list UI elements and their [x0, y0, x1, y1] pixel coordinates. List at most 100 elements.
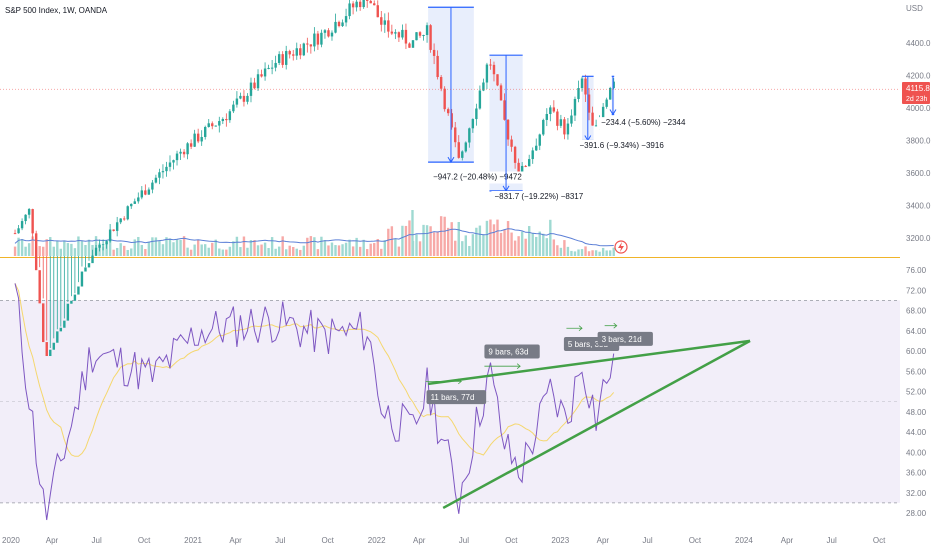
candle[interactable] [594, 119, 598, 127]
candle[interactable] [612, 78, 615, 90]
candle[interactable] [443, 86, 446, 112]
candle[interactable] [425, 22, 429, 43]
candle[interactable] [263, 62, 267, 81]
candle[interactable] [401, 24, 404, 40]
candle[interactable] [172, 159, 175, 170]
candle[interactable] [446, 107, 450, 116]
candle[interactable] [218, 116, 221, 133]
candle[interactable] [189, 139, 193, 150]
candle[interactable] [369, 0, 372, 4]
candle[interactable] [390, 24, 394, 36]
candle[interactable] [432, 43, 436, 65]
candle[interactable] [439, 75, 443, 92]
candle[interactable] [115, 216, 119, 237]
candle[interactable] [285, 45, 288, 70]
candle[interactable] [506, 118, 510, 146]
candle[interactable] [207, 119, 210, 128]
candle[interactable] [20, 218, 24, 231]
trendlines[interactable] [427, 339, 751, 510]
candle[interactable] [211, 121, 214, 130]
candle[interactable] [422, 34, 425, 41]
candle[interactable] [344, 8, 348, 27]
candle[interactable] [256, 69, 260, 91]
candle[interactable] [387, 12, 390, 38]
candle[interactable] [232, 100, 235, 114]
candle[interactable] [365, 0, 369, 8]
candle[interactable] [158, 168, 161, 185]
candle[interactable] [70, 256, 73, 304]
candle[interactable] [411, 40, 415, 48]
candle[interactable] [450, 108, 453, 130]
candle[interactable] [260, 69, 263, 78]
candle[interactable] [84, 256, 87, 272]
candle[interactable] [87, 256, 91, 268]
candle[interactable] [295, 42, 298, 60]
candle[interactable] [253, 77, 256, 90]
candle[interactable] [154, 174, 158, 184]
candle[interactable] [531, 147, 534, 164]
candle[interactable] [429, 24, 432, 53]
candle[interactable] [408, 42, 411, 48]
candle[interactable] [464, 141, 468, 153]
candle[interactable] [281, 51, 284, 68]
candle[interactable] [334, 13, 337, 34]
candle[interactable] [535, 138, 538, 152]
candle[interactable] [186, 142, 189, 160]
candle[interactable] [492, 61, 496, 82]
candle[interactable] [228, 109, 232, 123]
candle[interactable] [563, 117, 566, 140]
candle[interactable] [151, 179, 154, 194]
candle[interactable] [182, 149, 186, 158]
candle[interactable] [235, 91, 239, 108]
candle[interactable] [394, 29, 397, 40]
candle[interactable] [242, 90, 246, 107]
candle[interactable] [351, 1, 355, 15]
candle[interactable] [52, 256, 55, 350]
candle[interactable] [415, 32, 418, 41]
candle[interactable] [126, 205, 129, 221]
candle[interactable] [63, 256, 66, 328]
candle[interactable] [246, 93, 249, 105]
candle[interactable] [461, 150, 464, 161]
candle[interactable] [489, 59, 492, 70]
candle[interactable] [468, 127, 471, 148]
candle[interactable] [123, 216, 126, 221]
candle[interactable] [362, 0, 365, 9]
candle[interactable] [42, 256, 45, 343]
candle[interactable] [147, 187, 151, 195]
bar-tag-bg[interactable] [426, 390, 487, 405]
trendline-lower[interactable] [442, 339, 751, 510]
candle[interactable] [168, 155, 172, 172]
candle[interactable] [119, 218, 122, 225]
candle[interactable] [358, 0, 362, 11]
candle[interactable] [277, 51, 281, 66]
candle[interactable] [80, 256, 84, 287]
candle[interactable] [274, 55, 277, 72]
candle[interactable] [193, 129, 196, 147]
candle[interactable] [144, 184, 147, 196]
candle[interactable] [584, 74, 587, 103]
candle[interactable] [524, 165, 527, 168]
candle[interactable] [91, 249, 94, 264]
candle[interactable] [327, 28, 330, 38]
bar-tag-bg[interactable] [597, 331, 653, 346]
candle[interactable] [165, 161, 168, 177]
candle[interactable] [573, 96, 577, 122]
candle[interactable] [221, 117, 225, 125]
candle[interactable] [313, 27, 316, 52]
candle[interactable] [330, 30, 334, 41]
candle[interactable] [373, 0, 376, 6]
candle[interactable] [404, 23, 408, 49]
candle[interactable] [49, 256, 52, 357]
candle[interactable] [133, 198, 136, 204]
candle[interactable] [214, 125, 217, 127]
candle[interactable] [66, 256, 70, 321]
candle[interactable] [288, 49, 291, 59]
candle[interactable] [249, 77, 253, 103]
candle[interactable] [38, 256, 41, 304]
candle[interactable] [94, 245, 98, 256]
candle[interactable] [475, 103, 478, 126]
candle[interactable] [485, 62, 489, 90]
